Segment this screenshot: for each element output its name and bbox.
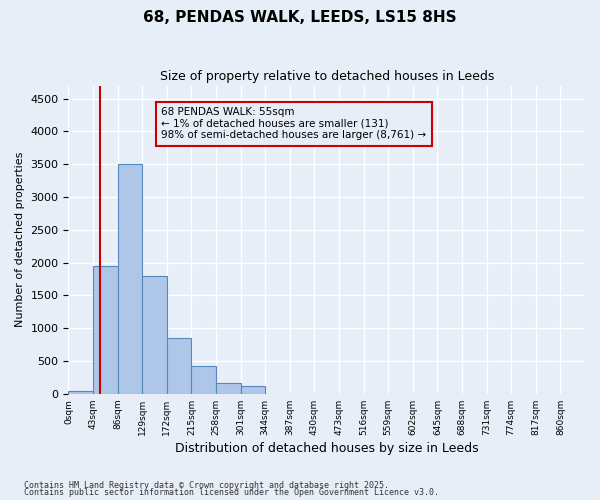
Bar (93, 266, 118, 394)
Y-axis label: Number of detached properties: Number of detached properties (15, 152, 25, 328)
Bar (167, 338, 191, 394)
Bar (142, 276, 167, 394)
Text: 68, PENDAS WALK, LEEDS, LS15 8HS: 68, PENDAS WALK, LEEDS, LS15 8HS (143, 10, 457, 25)
Text: Contains public sector information licensed under the Open Government Licence v3: Contains public sector information licen… (24, 488, 439, 497)
X-axis label: Distribution of detached houses by size in Leeds: Distribution of detached houses by size … (175, 442, 479, 455)
Text: Contains HM Land Registry data © Crown copyright and database right 2025.: Contains HM Land Registry data © Crown c… (24, 480, 389, 490)
Bar (191, 366, 216, 394)
Bar (68, 390, 93, 394)
Bar (241, 386, 265, 394)
Text: 68 PENDAS WALK: 55sqm
← 1% of detached houses are smaller (131)
98% of semi-deta: 68 PENDAS WALK: 55sqm ← 1% of detached h… (161, 107, 427, 140)
Bar (216, 384, 241, 394)
Title: Size of property relative to detached houses in Leeds: Size of property relative to detached ho… (160, 70, 494, 83)
Bar (118, 164, 142, 394)
